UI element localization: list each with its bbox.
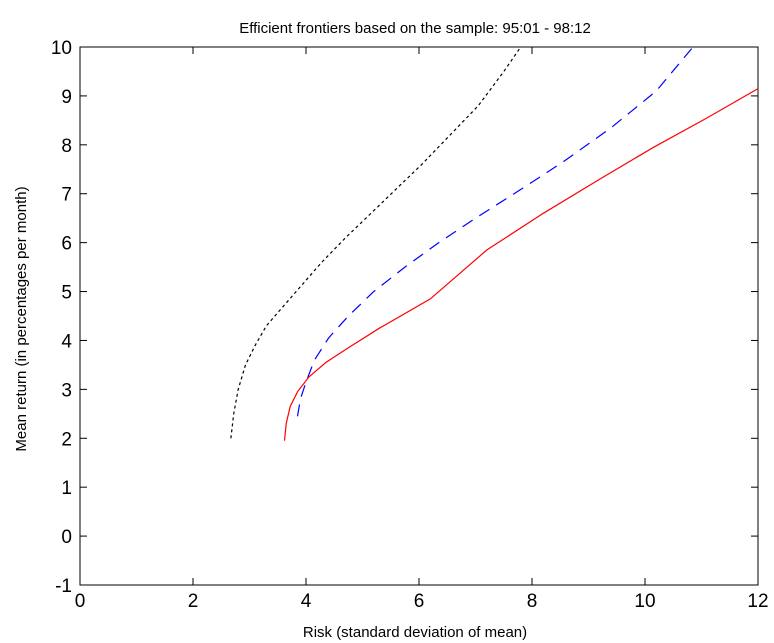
chart-title: Efficient frontiers based on the sample:…	[239, 20, 591, 37]
y-tick-label: 2	[61, 429, 72, 450]
y-tick-label: -1	[55, 576, 72, 597]
x-tick-label: 6	[414, 591, 425, 612]
y-tick-label: 5	[61, 283, 72, 304]
x-tick-label: 4	[301, 591, 312, 612]
y-tick-label: 0	[61, 527, 72, 548]
y-tick-label: 6	[61, 234, 72, 255]
x-tick-label: 12	[747, 591, 768, 612]
x-tick-label: 2	[188, 591, 199, 612]
y-tick-label: 10	[51, 38, 72, 59]
y-axis-label: Mean return (in percentages per month)	[13, 186, 30, 451]
x-axis-label: Risk (standard deviation of mean)	[303, 624, 527, 641]
y-tick-label: 1	[61, 478, 72, 499]
series-line-dotted	[230, 46, 522, 439]
y-tick-label: 7	[61, 185, 72, 206]
x-tick-label: 10	[634, 591, 655, 612]
y-tick-label: 9	[61, 87, 72, 108]
y-tick-label: 3	[61, 380, 72, 401]
series-group	[230, 46, 759, 441]
y-tick-label: 4	[61, 331, 72, 352]
y-tick-label: 8	[61, 136, 72, 157]
x-tick-label: 0	[75, 591, 86, 612]
series-line-solid	[283, 88, 759, 441]
x-tick-label: 8	[527, 591, 538, 612]
series-line-dashed	[296, 46, 694, 417]
